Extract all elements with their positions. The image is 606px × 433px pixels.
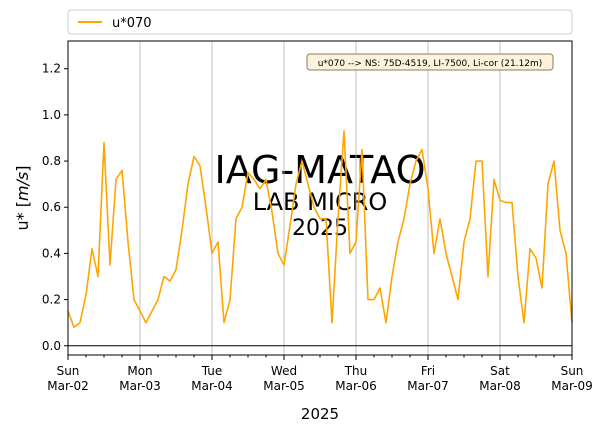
x-tick-date: Mar-04 — [191, 379, 232, 393]
annotation-text: u*070 --> NS: 75D-4519, LI-7500, Li-cor … — [318, 59, 543, 69]
y-axis-label: u* [m/s] — [13, 165, 32, 230]
x-tick-date: Mar-05 — [263, 379, 304, 393]
x-axis-label: 2025 — [301, 405, 339, 423]
x-tick-day: Wed — [271, 364, 297, 378]
watermark-line1: IAG-MATAO — [214, 148, 425, 192]
watermark-line2: LAB MICRO — [253, 188, 388, 216]
x-tick-day: Sun — [57, 364, 80, 378]
y-tick-label: 0.6 — [42, 200, 61, 214]
y-tick-label: 0.0 — [42, 339, 61, 353]
watermark: IAG-MATAO LAB MICRO 2025 — [214, 148, 425, 241]
x-tick-day: Sun — [561, 364, 584, 378]
watermark-line3: 2025 — [292, 216, 348, 241]
y-ticks: 0.0 0.2 0.4 0.6 0.8 1.0 1.2 — [42, 62, 68, 353]
x-tick-date: Mar-02 — [47, 379, 88, 393]
x-tick-day: Fri — [421, 364, 435, 378]
x-tick-day: Tue — [201, 364, 223, 378]
annotation-box — [306, 53, 554, 71]
x-tick-date: Mar-07 — [407, 379, 448, 393]
annotation: u*070 --> NS: 75D-4519, LI-7500, Li-cor … — [306, 53, 554, 71]
x-tick-date: Mar-08 — [479, 379, 520, 393]
x-tick-day: Mon — [127, 364, 152, 378]
y-tick-label: 0.4 — [42, 246, 61, 260]
x-tick-date: Mar-06 — [335, 379, 376, 393]
y-tick-label: 0.8 — [42, 154, 61, 168]
x-tick-date: Mar-03 — [119, 379, 160, 393]
x-tick-day: Sat — [490, 364, 510, 378]
series-layer — [67, 130, 573, 329]
x-ticks: SunMar-02MonMar-03TueMar-04WedMar-05ThuM… — [47, 355, 593, 393]
y-tick-label: 1.2 — [42, 62, 61, 76]
legend-box — [67, 9, 573, 35]
legend: u*070 — [67, 9, 573, 35]
legend-label: u*070 — [112, 16, 152, 31]
x-tick-day: Thu — [344, 364, 368, 378]
series-line-u070 — [67, 130, 573, 329]
y-tick-label: 0.2 — [42, 293, 61, 307]
y-tick-label: 1.0 — [42, 108, 61, 122]
x-tick-date: Mar-09 — [551, 379, 592, 393]
